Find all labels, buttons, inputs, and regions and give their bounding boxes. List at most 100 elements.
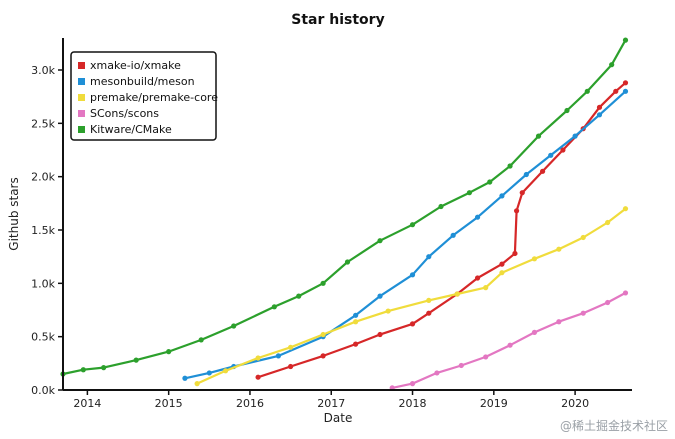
- legend-swatch: [78, 62, 85, 69]
- data-point-mesonbuild-meson: [409, 272, 416, 278]
- data-point-mesonbuild-meson: [182, 375, 188, 381]
- data-point-xmake-io-xmake: [474, 275, 481, 281]
- data-point-premake-premake-core: [222, 368, 229, 374]
- data-point-kitware-cmake: [584, 88, 590, 94]
- y-ticks: 0.0k 0.5k 1.0k 1.5k 2.0k 2.5k 3.0k: [31, 64, 63, 397]
- data-point-kitware-cmake: [80, 367, 86, 373]
- data-point-mesonbuild-meson: [377, 293, 383, 299]
- legend-label: SCons/scons: [90, 107, 159, 120]
- data-point-xmake-io-xmake: [353, 341, 359, 347]
- data-point-kitware-cmake: [133, 357, 139, 363]
- data-point-scons-scons: [483, 354, 489, 360]
- data-point-premake-premake-core: [353, 319, 359, 325]
- data-point-xmake-io-xmake: [499, 261, 505, 267]
- y-tick-label: 2.5k: [31, 117, 55, 130]
- data-point-kitware-cmake: [377, 238, 383, 244]
- data-point-scons-scons: [458, 362, 464, 369]
- series-line-kitware-cmake: [61, 39, 627, 376]
- data-point-xmake-io-xmake: [426, 310, 432, 316]
- data-point-scons-scons: [531, 329, 538, 335]
- data-point-mesonbuild-meson: [206, 370, 212, 376]
- data-point-premake-premake-core: [194, 381, 200, 387]
- data-point-scons-scons: [507, 342, 513, 348]
- y-tick-label: 1.5k: [31, 224, 55, 237]
- data-point-premake-premake-core: [426, 297, 432, 303]
- data-point-mesonbuild-meson: [499, 193, 505, 199]
- series-kitware-cmake: [60, 37, 629, 377]
- y-tick-label: 3.0k: [31, 64, 55, 77]
- x-ticks: 2014 2015 2016 2017 2018 2019 2020: [73, 390, 589, 410]
- y-axis-label: Github stars: [7, 177, 21, 250]
- data-point-kitware-cmake: [231, 323, 237, 329]
- series-line-premake-premake-core: [196, 207, 627, 385]
- data-point-premake-premake-core: [288, 344, 294, 350]
- series-line-scons-scons: [391, 291, 627, 389]
- data-point-kitware-cmake: [487, 179, 493, 185]
- series-scons-scons: [389, 290, 629, 391]
- data-point-kitware-cmake: [507, 163, 513, 169]
- y-tick-label: 1.0k: [31, 277, 55, 290]
- legend-swatch: [78, 94, 85, 101]
- data-point-kitware-cmake: [466, 190, 473, 196]
- data-point-premake-premake-core: [605, 219, 611, 226]
- data-point-kitware-cmake: [344, 259, 351, 265]
- data-point-xmake-io-xmake: [519, 190, 525, 196]
- legend-swatch: [78, 78, 85, 85]
- x-tick-label: 2016: [236, 397, 264, 410]
- data-point-premake-premake-core: [556, 246, 562, 252]
- data-point-mesonbuild-meson: [474, 214, 481, 220]
- x-axis-label: Date: [324, 411, 353, 425]
- data-point-mesonbuild-meson: [572, 133, 578, 139]
- data-point-premake-premake-core: [580, 234, 586, 241]
- data-point-mesonbuild-meson: [596, 112, 603, 118]
- data-point-xmake-io-xmake: [377, 331, 383, 338]
- legend-swatch: [78, 126, 85, 133]
- data-point-premake-premake-core: [499, 270, 505, 276]
- data-point-kitware-cmake: [320, 280, 326, 286]
- legend-box: [70, 51, 217, 141]
- data-point-kitware-cmake: [271, 304, 277, 310]
- data-point-kitware-cmake: [564, 107, 570, 114]
- data-point-xmake-io-xmake: [255, 374, 261, 380]
- data-point-kitware-cmake: [296, 293, 302, 299]
- x-tick-label: 2018: [399, 397, 427, 410]
- series-line-xmake-io-xmake: [257, 81, 627, 379]
- data-point-premake-premake-core: [622, 206, 629, 212]
- legend: xmake-io/xmake mesonbuild/meson premake/pr…: [70, 51, 218, 141]
- data-point-premake-premake-core: [454, 291, 460, 297]
- data-point-kitware-cmake: [438, 203, 444, 210]
- data-point-xmake-io-xmake: [288, 363, 294, 370]
- x-tick-label: 2020: [561, 397, 589, 410]
- data-point-xmake-io-xmake: [512, 250, 518, 257]
- x-tick-label: 2014: [73, 397, 101, 410]
- watermark-text: @稀土掘金技术社区: [560, 418, 668, 433]
- plot-lines: [60, 37, 629, 391]
- legend-label: xmake-io/xmake: [90, 59, 181, 72]
- data-point-scons-scons: [622, 290, 629, 296]
- data-point-mesonbuild-meson: [622, 88, 629, 94]
- data-point-mesonbuild-meson: [450, 232, 456, 238]
- legend-label: Kitware/CMake: [90, 123, 172, 136]
- series-xmake-io-xmake: [255, 80, 629, 380]
- data-point-xmake-io-xmake: [596, 104, 603, 110]
- data-point-premake-premake-core: [320, 331, 326, 338]
- data-point-scons-scons: [409, 381, 416, 387]
- series-mesonbuild-meson: [182, 88, 629, 381]
- data-point-xmake-io-xmake: [320, 353, 326, 359]
- data-point-xmake-io-xmake: [613, 88, 619, 94]
- data-point-kitware-cmake: [101, 365, 107, 371]
- x-tick-label: 2015: [155, 397, 183, 410]
- data-point-mesonbuild-meson: [426, 254, 432, 260]
- x-tick-label: 2019: [480, 397, 508, 410]
- data-point-premake-premake-core: [255, 355, 261, 361]
- data-point-xmake-io-xmake: [622, 80, 629, 86]
- legend-swatch: [78, 110, 85, 117]
- data-point-xmake-io-xmake: [513, 208, 520, 214]
- data-point-kitware-cmake: [609, 62, 615, 68]
- y-tick-label: 2.0k: [31, 171, 55, 184]
- data-point-premake-premake-core: [483, 285, 489, 291]
- data-point-mesonbuild-meson: [548, 152, 554, 158]
- data-point-kitware-cmake: [166, 349, 172, 355]
- chart-title: Star history: [291, 12, 384, 28]
